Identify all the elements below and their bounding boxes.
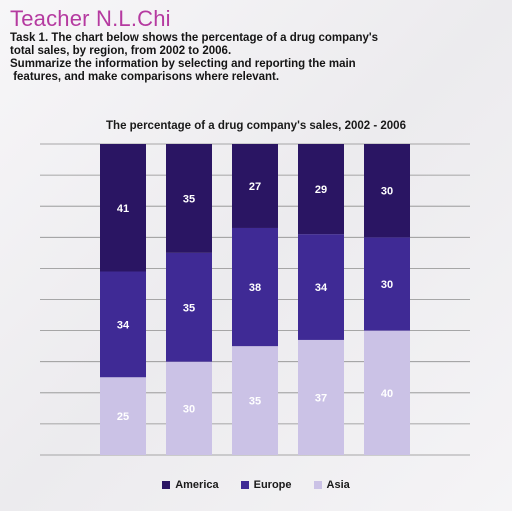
bar-segment-america-2004 <box>232 144 278 228</box>
bar-segment-europe-2003 <box>166 252 212 362</box>
bar-segment-asia-2003 <box>166 361 212 455</box>
bar-segment-america-2002 <box>100 144 146 272</box>
data-label: 29 <box>315 184 327 196</box>
data-label: 30 <box>183 403 195 415</box>
legend-item-america: America <box>162 479 219 491</box>
legend-swatch-europe <box>240 481 249 489</box>
legend-label: Europe <box>253 479 292 491</box>
bar-segment-asia-2006 <box>364 330 410 455</box>
bar-segment-europe-2002 <box>100 271 146 378</box>
data-label: 35 <box>249 396 261 408</box>
bar-segment-america-2006 <box>364 144 410 238</box>
legend-swatch-america <box>162 481 171 489</box>
task-line: Summarize the information by selecting a… <box>10 58 356 70</box>
bar-segment-europe-2004 <box>232 227 278 347</box>
data-label: 34 <box>315 282 328 294</box>
bar-segment-europe-2006 <box>364 237 410 331</box>
data-label: 35 <box>183 193 195 205</box>
data-label: 30 <box>381 279 393 291</box>
bar-segment-asia-2005 <box>298 339 344 455</box>
task-line: features, and make comparisons where rel… <box>10 71 280 83</box>
bar-segment-asia-2004 <box>232 346 278 455</box>
bar-segment-america-2003 <box>166 144 212 253</box>
bar-segment-asia-2002 <box>100 377 146 455</box>
chart-title: The percentage of a drug company's sales… <box>106 120 406 132</box>
data-label: 37 <box>315 392 327 404</box>
data-label: 38 <box>249 282 261 294</box>
legend-item-europe: Europe <box>240 479 292 491</box>
task-description: Task 1. The chart below shows the percen… <box>10 32 430 84</box>
teacher-name: Teacher N.L.Chi <box>10 6 171 31</box>
data-label: 30 <box>381 186 393 198</box>
data-label: 25 <box>117 411 129 423</box>
data-label: 27 <box>249 181 261 193</box>
data-label: 34 <box>117 319 130 331</box>
data-label: 40 <box>381 388 393 400</box>
chart-legend: America Europe Asia <box>0 479 512 491</box>
bar-segment-america-2005 <box>298 144 344 235</box>
legend-item-asia: Asia <box>313 479 350 491</box>
legend-label: America <box>175 479 219 491</box>
data-label: 35 <box>183 302 195 314</box>
legend-label: Asia <box>326 479 350 491</box>
task-line: total sales, by region, from 2002 to 200… <box>10 45 232 57</box>
bar-segment-europe-2005 <box>298 234 344 340</box>
data-label: 41 <box>117 203 129 215</box>
legend-swatch-asia <box>313 481 322 489</box>
task-line: Task 1. The chart below shows the percen… <box>10 32 379 44</box>
